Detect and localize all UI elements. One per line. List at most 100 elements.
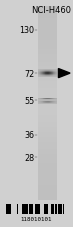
Bar bbox=[50, 71, 51, 72]
Bar bbox=[52, 70, 53, 71]
Bar bbox=[43, 71, 44, 72]
Bar bbox=[52, 74, 53, 75]
Bar bbox=[39, 70, 40, 71]
Bar bbox=[40, 75, 41, 76]
Bar bbox=[38, 144, 57, 147]
Bar bbox=[39, 72, 40, 73]
Bar bbox=[38, 26, 57, 29]
Bar bbox=[50, 70, 51, 71]
Bar bbox=[38, 79, 57, 81]
Bar bbox=[49, 73, 50, 74]
Bar bbox=[38, 180, 57, 183]
Bar bbox=[53, 76, 54, 77]
Bar bbox=[38, 120, 57, 123]
Bar bbox=[56, 71, 57, 72]
Bar bbox=[38, 31, 57, 33]
Bar bbox=[55, 74, 56, 75]
Bar bbox=[56, 73, 57, 74]
Bar bbox=[55, 75, 56, 76]
Bar bbox=[54, 72, 55, 73]
Bar bbox=[41, 74, 42, 75]
Bar bbox=[42, 73, 43, 74]
Bar bbox=[24, 204, 26, 215]
Bar bbox=[47, 74, 48, 75]
Bar bbox=[22, 204, 23, 215]
Bar bbox=[53, 71, 54, 72]
Bar bbox=[38, 185, 57, 188]
Bar bbox=[44, 76, 45, 77]
Bar bbox=[54, 75, 55, 76]
Bar bbox=[54, 76, 55, 77]
Bar bbox=[54, 74, 55, 75]
Bar bbox=[38, 118, 57, 120]
Bar bbox=[38, 123, 57, 125]
Bar bbox=[48, 71, 49, 72]
Bar bbox=[38, 108, 57, 111]
Bar bbox=[38, 156, 57, 159]
Bar bbox=[41, 70, 42, 71]
Bar bbox=[38, 188, 57, 190]
Bar bbox=[38, 53, 57, 55]
Bar bbox=[40, 72, 41, 73]
Bar bbox=[38, 164, 57, 166]
Bar bbox=[42, 70, 43, 71]
Bar bbox=[50, 72, 51, 73]
Bar bbox=[38, 171, 57, 173]
Bar bbox=[38, 192, 57, 195]
Bar bbox=[41, 71, 42, 72]
Bar bbox=[38, 106, 57, 108]
Text: 28: 28 bbox=[24, 153, 34, 162]
Bar bbox=[26, 204, 27, 215]
Bar bbox=[54, 70, 55, 71]
Text: 72: 72 bbox=[24, 69, 34, 78]
Text: NCI-H460: NCI-H460 bbox=[31, 6, 71, 15]
Bar bbox=[38, 154, 57, 156]
Bar bbox=[38, 57, 57, 60]
Bar bbox=[43, 72, 44, 73]
Bar bbox=[43, 74, 44, 75]
Bar bbox=[38, 101, 57, 103]
Bar bbox=[52, 73, 53, 74]
Bar bbox=[47, 76, 48, 77]
Bar bbox=[38, 178, 57, 180]
Bar bbox=[38, 190, 57, 192]
Bar bbox=[63, 204, 64, 215]
Bar bbox=[38, 142, 57, 144]
Bar bbox=[55, 71, 56, 72]
Bar bbox=[40, 74, 41, 75]
Bar bbox=[38, 96, 57, 99]
Bar bbox=[55, 204, 57, 215]
Bar bbox=[38, 67, 57, 69]
Bar bbox=[48, 75, 49, 76]
Bar bbox=[38, 99, 57, 101]
Bar bbox=[41, 76, 42, 77]
Bar bbox=[54, 73, 55, 74]
Bar bbox=[38, 14, 57, 17]
Bar bbox=[53, 72, 54, 73]
Bar bbox=[38, 125, 57, 127]
Bar bbox=[8, 204, 9, 215]
Bar bbox=[56, 74, 57, 75]
Bar bbox=[38, 84, 57, 86]
Bar bbox=[38, 127, 57, 130]
Bar bbox=[38, 73, 39, 74]
Bar bbox=[48, 76, 49, 77]
Bar bbox=[38, 76, 39, 77]
Bar bbox=[38, 166, 57, 168]
Bar bbox=[56, 70, 57, 71]
Bar bbox=[38, 94, 57, 96]
Bar bbox=[9, 204, 11, 215]
Bar bbox=[54, 71, 55, 72]
Bar bbox=[38, 38, 57, 41]
Bar bbox=[39, 76, 40, 77]
Bar bbox=[49, 71, 50, 72]
Bar bbox=[45, 75, 46, 76]
Bar bbox=[38, 168, 57, 171]
Bar bbox=[49, 72, 50, 73]
Bar bbox=[47, 72, 48, 73]
Bar bbox=[45, 72, 46, 73]
Bar bbox=[38, 62, 57, 65]
Bar bbox=[38, 72, 57, 74]
Bar bbox=[38, 74, 57, 77]
Bar bbox=[38, 152, 57, 154]
